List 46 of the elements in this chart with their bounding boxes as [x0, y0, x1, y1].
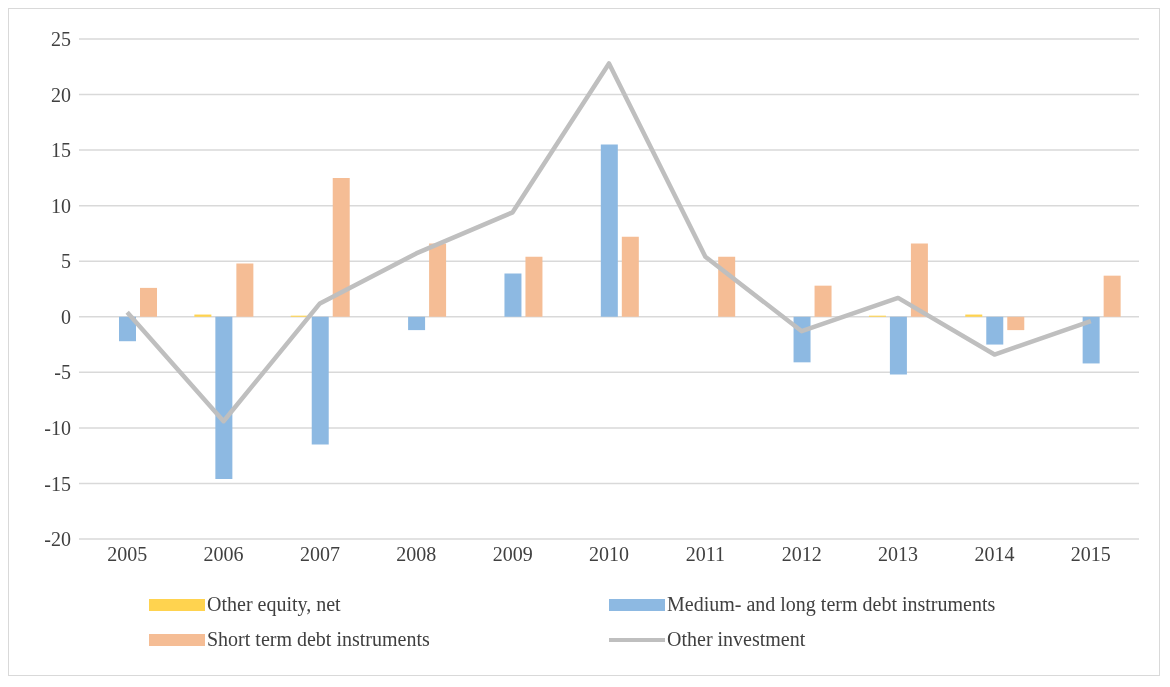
bar: [718, 256, 736, 317]
x-tick-label: 2012: [781, 543, 822, 566]
x-tick-label: 2005: [107, 543, 148, 566]
x-tick-label: 2007: [299, 543, 340, 566]
bar: [910, 243, 928, 317]
x-tick-label: 2010: [589, 543, 629, 566]
y-tick-label: 10: [51, 194, 71, 217]
bar: [408, 316, 426, 331]
bar: [215, 316, 233, 479]
x-tick-label: 2015: [1070, 543, 1111, 566]
bar: [986, 316, 1004, 345]
bar: [429, 243, 447, 317]
legend-label: Medium- and long term debt instruments: [667, 593, 996, 616]
y-tick-label: 0: [61, 305, 71, 328]
bar: [621, 236, 639, 317]
legend-label: Other equity, net: [207, 593, 341, 616]
bar: [1103, 275, 1121, 317]
bar: [1007, 316, 1025, 331]
bar: [889, 316, 907, 375]
x-tick-label: 2006: [203, 543, 244, 566]
bar: [525, 256, 543, 317]
bar: [814, 285, 832, 317]
y-tick-label: -20: [44, 528, 71, 551]
bar: [504, 273, 522, 317]
bar: [311, 316, 329, 445]
x-tick-label: 2009: [492, 543, 533, 566]
bar: [119, 316, 136, 342]
bar: [1082, 316, 1100, 364]
bar: [600, 144, 618, 317]
x-tick-label: 2008: [396, 543, 437, 566]
legend-label: Other investment: [667, 628, 806, 651]
bar: [332, 177, 350, 317]
x-tick-label: 2011: [685, 543, 725, 566]
bar: [236, 263, 254, 317]
x-tick-label: 2014: [974, 543, 1015, 566]
y-tick-label: -15: [44, 472, 71, 495]
legend-label: Short term debt instruments: [207, 628, 430, 651]
y-tick-label: 5: [61, 250, 71, 273]
bar: [140, 287, 157, 317]
y-tick-label: -5: [54, 361, 71, 384]
line-series: [124, 61, 1094, 424]
y-tick-label: 20: [51, 83, 71, 106]
y-tick-label: -10: [44, 416, 71, 439]
x-tick-label: 2013: [878, 543, 919, 566]
y-tick-label: 15: [51, 139, 71, 162]
y-tick-label: 25: [51, 28, 71, 51]
